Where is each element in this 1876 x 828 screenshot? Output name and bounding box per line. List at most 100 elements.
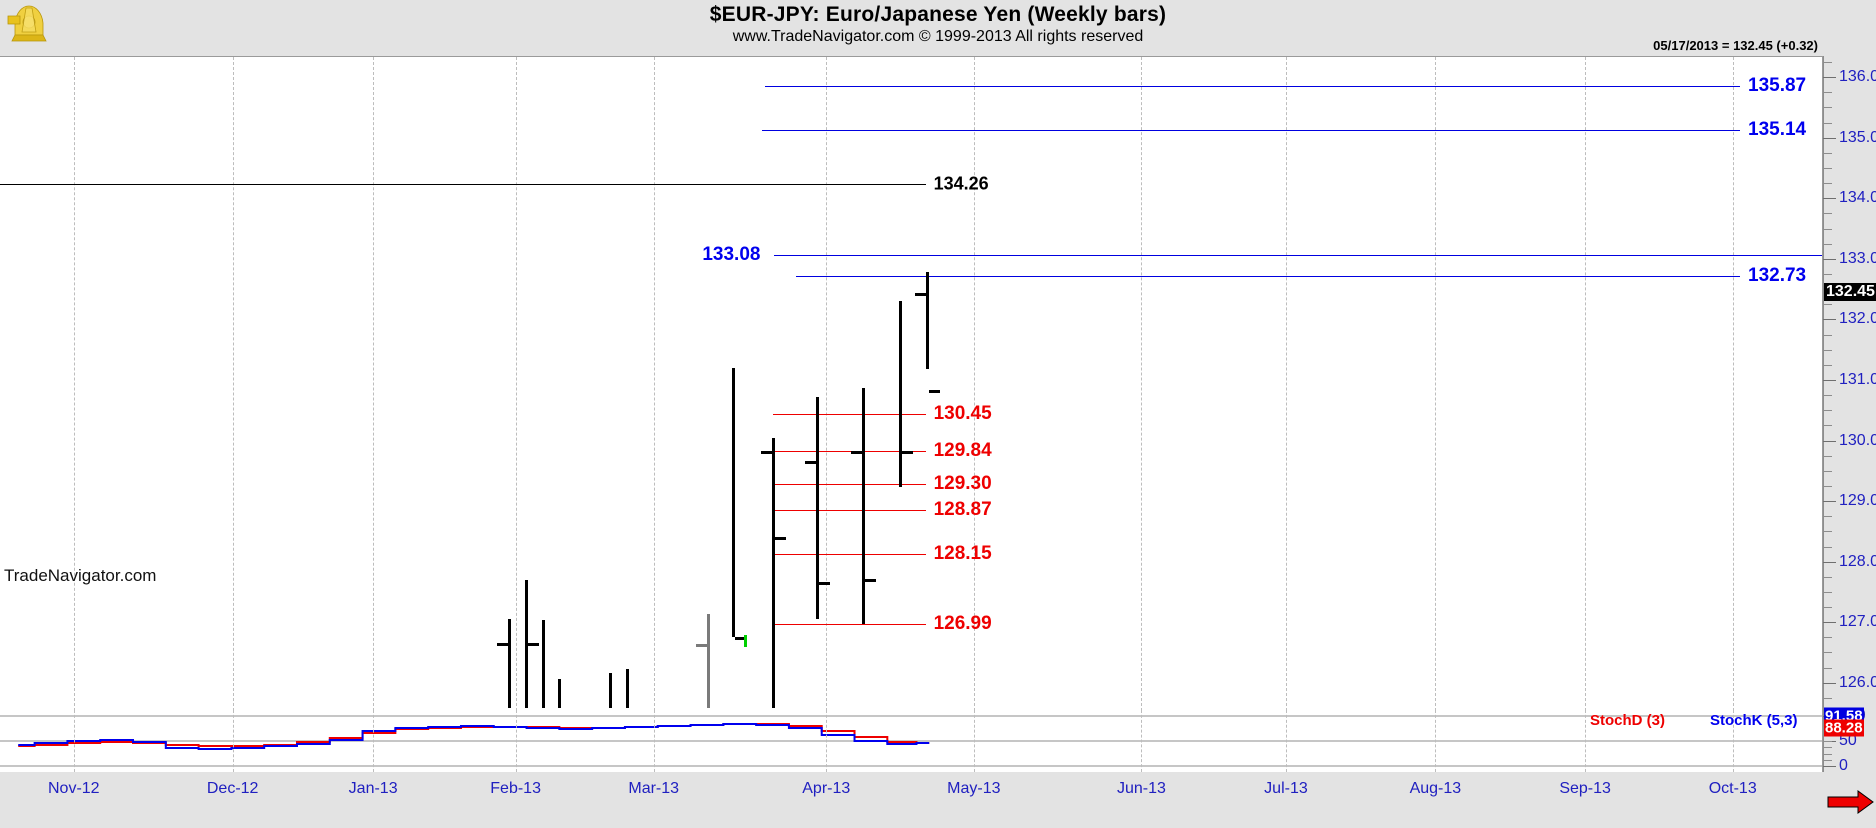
ohlc-bar xyxy=(706,614,710,708)
price-axis-minor-tick xyxy=(1823,243,1832,245)
price-axis-tick xyxy=(1823,561,1836,563)
price-level-label: 134.26 xyxy=(933,173,989,194)
stochastic-axis-minor-tick xyxy=(1823,741,1832,742)
price-axis-minor-tick xyxy=(1823,107,1832,109)
price-level-label: 129.30 xyxy=(933,472,992,494)
price-axis-minor-tick xyxy=(1823,485,1832,487)
vertical-gridline xyxy=(653,57,655,711)
price-axis-minor-tick xyxy=(1823,92,1832,94)
price-level-line xyxy=(0,183,926,185)
vertical-gridline xyxy=(973,710,975,772)
quote-value: 132.45 (+0.32) xyxy=(1733,38,1818,53)
ohlc-open-tick xyxy=(760,451,772,455)
price-axis-label: 132.00 xyxy=(1839,310,1876,328)
vertical-gridline xyxy=(1141,57,1143,711)
price-axis-minor-tick xyxy=(1823,652,1832,654)
price-axis-label: 127.00 xyxy=(1839,613,1876,631)
price-axis-tick xyxy=(1823,258,1836,260)
stochastic-curves xyxy=(0,715,1822,767)
price-axis-tick xyxy=(1823,440,1836,442)
price-axis-label: 128.00 xyxy=(1839,552,1876,570)
price-level-line xyxy=(796,276,1740,278)
vertical-gridline xyxy=(1435,57,1437,711)
quote-date: 05/17/2013 = xyxy=(1653,38,1734,53)
price-axis-label: 134.00 xyxy=(1839,189,1876,207)
stochastic-k-line xyxy=(18,723,930,750)
price-level-line xyxy=(772,509,926,511)
ohlc-bar xyxy=(771,437,775,708)
date-axis-label: Mar-13 xyxy=(628,780,680,797)
vertical-gridline xyxy=(232,710,234,772)
axis-divider xyxy=(1823,56,1824,772)
forward-arrow-icon[interactable] xyxy=(1827,790,1874,814)
ohlc-close-tick xyxy=(774,537,786,541)
price-level-label: 132.73 xyxy=(1748,265,1807,287)
vertical-gridline xyxy=(1285,710,1287,772)
vertical-gridline xyxy=(653,710,655,772)
date-axis-label: Nov-12 xyxy=(47,780,100,797)
watermark-label: TradeNavigator.com xyxy=(4,566,157,585)
ohlc-bar xyxy=(732,367,736,637)
vertical-gridline xyxy=(973,57,975,711)
stochastic-axis-tick xyxy=(1823,766,1836,767)
price-axis-label: 135.00 xyxy=(1839,128,1876,146)
ohlc-bar xyxy=(899,301,903,487)
date-axis-label: Feb-13 xyxy=(490,780,541,797)
ohlc-bar xyxy=(744,635,748,648)
ohlc-bar xyxy=(558,678,562,708)
price-level-line xyxy=(772,553,926,555)
ohlc-bar xyxy=(508,618,512,708)
price-axis-minor-tick xyxy=(1823,62,1832,64)
vertical-gridline xyxy=(373,710,375,772)
price-level-label: 130.45 xyxy=(933,403,992,425)
price-level-label: 128.87 xyxy=(933,498,992,520)
sextant-logo-icon xyxy=(6,2,52,46)
price-axis-minor-tick xyxy=(1823,349,1832,351)
price-level-label: 133.08 xyxy=(702,244,761,266)
vertical-gridline xyxy=(826,57,828,711)
price-axis-label: 136.00 xyxy=(1839,68,1876,86)
date-axis: Nov-12 Dec-12 Jan-13 Feb-13 Mar-13 Apr-13 May-… xyxy=(0,772,1876,828)
stochastic-k-legend: StochK (5,3) xyxy=(1710,712,1798,729)
price-level-label: 129.84 xyxy=(933,440,992,462)
price-axis-minor-tick xyxy=(1823,546,1832,548)
price-plot[interactable]: 135.87 135.14 134.26 133.08 132.73 130.45 129.… xyxy=(0,56,1823,712)
quote-readout: 05/17/2013 = 132.45 (+0.32) xyxy=(1653,38,1818,53)
stochastic-d-tag: 88.28 xyxy=(1824,719,1864,737)
vertical-gridline xyxy=(232,57,234,711)
vertical-gridline xyxy=(1732,710,1734,772)
price-axis-minor-tick xyxy=(1823,168,1832,170)
price-axis-label: 130.00 xyxy=(1839,431,1876,449)
price-axis-minor-tick xyxy=(1823,304,1832,306)
date-axis-label: Dec-12 xyxy=(206,780,259,797)
price-level-label: 135.14 xyxy=(1748,119,1807,141)
ohlc-bar xyxy=(542,619,546,708)
price-axis-minor-tick xyxy=(1823,531,1832,533)
vertical-gridline xyxy=(1732,57,1734,711)
price-axis-tick xyxy=(1823,137,1836,139)
date-axis-label: Sep-13 xyxy=(1559,780,1611,797)
date-axis-label: Oct-13 xyxy=(1708,780,1757,797)
date-axis-label: Aug-13 xyxy=(1409,780,1462,797)
price-axis-minor-tick xyxy=(1823,667,1832,669)
ohlc-bar xyxy=(625,669,629,708)
stochastic-plot[interactable]: StochD (3) StochK (5,3) xyxy=(0,710,1823,773)
date-axis-label: May-13 xyxy=(947,780,1001,797)
price-level-line xyxy=(774,255,1822,257)
price-axis-minor-tick xyxy=(1823,576,1832,578)
vertical-gridline xyxy=(1435,710,1437,772)
price-level-line xyxy=(772,451,926,453)
price-axis-minor-tick xyxy=(1823,607,1832,609)
vertical-gridline xyxy=(515,57,517,711)
ohlc-bar xyxy=(861,388,865,624)
copyright-subtitle: www.TradeNavigator.com © 1999-2013 All r… xyxy=(732,28,1144,45)
vertical-gridline xyxy=(1585,710,1587,772)
price-axis-minor-tick xyxy=(1823,364,1832,366)
ohlc-open-tick xyxy=(695,643,707,647)
stochastic-axis-minor-tick xyxy=(1823,747,1832,749)
price-axis-tick xyxy=(1823,501,1836,503)
vertical-gridline xyxy=(1285,57,1287,711)
date-axis-label: Jan-13 xyxy=(348,780,398,797)
ohlc-bar xyxy=(816,397,820,619)
chart-header: $EUR-JPY: Euro/Japanese Yen (Weekly bars… xyxy=(0,0,1876,56)
